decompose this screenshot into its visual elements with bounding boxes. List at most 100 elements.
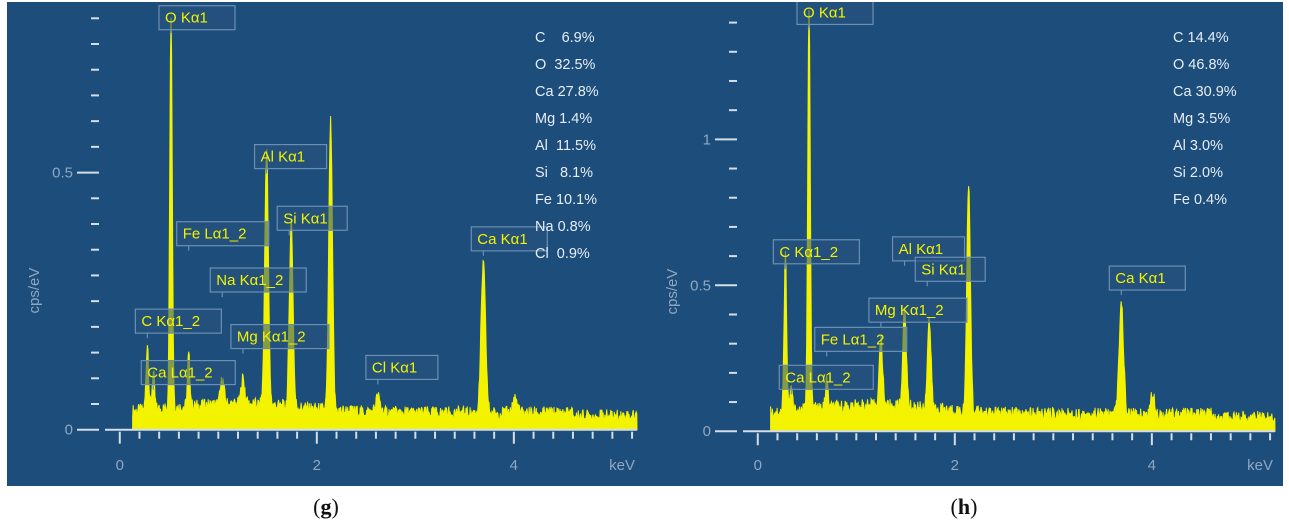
x-tick-label: 2 <box>951 457 959 474</box>
peak-label-text: O Kα1 <box>165 10 208 27</box>
y-tick-label: 0 <box>703 423 711 440</box>
spectrum-peak-8 <box>329 140 332 143</box>
peak-label-text: Mg Kα1_2 <box>875 302 944 319</box>
spectrum-panel-h: 0 2 4 keV 0 0.5 1 cps/eV O Kα1 C Kα1_2 Al Kα1 Si Kα… <box>645 2 1283 486</box>
caption-h-letter: h <box>957 494 971 519</box>
spectrum-peak-7 <box>290 243 293 246</box>
x-tick-label: 4 <box>510 457 518 474</box>
x-tick-label: 0 <box>754 457 762 474</box>
composition-entry: Si 2.0% <box>1173 165 1223 181</box>
x-tick-label: 2 <box>313 457 321 474</box>
spectrum-peak-1 <box>784 269 787 272</box>
peak-label-text: Al Kα1 <box>261 149 306 166</box>
y-tick-label: 0.5 <box>690 277 711 294</box>
peak-label-box <box>209 267 307 293</box>
composition-entry: Fe 0.4% <box>1173 192 1227 208</box>
spectrum-peak-2 <box>790 406 793 410</box>
peak-label-3: Si Kα1 <box>914 256 986 287</box>
peak-label-text: Ca Kα1 <box>477 231 527 248</box>
composition-entry: Fe 10.1% <box>535 192 597 208</box>
peak-label-8: Cl Kα1 <box>365 354 439 385</box>
spectrum-peak-4 <box>221 402 224 406</box>
y-axis-label: cps/eV <box>26 268 43 314</box>
peak-label-text: C Kα1_2 <box>141 313 200 330</box>
composition-entry: Mg 3.5% <box>1173 111 1230 127</box>
y-tick-label: 0 <box>65 422 73 439</box>
peak-label-box <box>772 239 860 265</box>
x-axis-label: keV <box>609 457 635 474</box>
spectrum-peak-7 <box>967 205 970 208</box>
peak-label-box <box>276 205 348 231</box>
peak-label-text: C Kα1_2 <box>779 244 838 261</box>
composition-entry: Na 0.8% <box>535 219 591 235</box>
spectrum-trace <box>770 9 1276 432</box>
composition-entry: C 14.4% <box>1173 30 1229 46</box>
peak-label-text: Fe Lα1_2 <box>183 226 247 243</box>
x-tick-label: 4 <box>1148 457 1156 474</box>
peak-label-text: Ca Kα1 <box>1115 270 1165 287</box>
peak-label-text: Ca Lα1_2 <box>785 369 850 386</box>
peak-label-text: Fe Lα1_2 <box>821 331 885 348</box>
spectrum-peak-11 <box>513 413 516 416</box>
peak-label-box <box>914 256 986 282</box>
peak-label-box <box>470 226 548 252</box>
spectrum-panel-g: 0 2 4 keV 0 0.5 cps/eV O Kα1 Al Kα1 Si Kα1 Fe Lα1_… <box>7 2 645 486</box>
spectrum-peak-2 <box>152 392 155 395</box>
peak-label-box <box>230 323 330 350</box>
x-tick-label: 0 <box>116 457 124 474</box>
spectrum-trace <box>132 17 638 431</box>
composition-entry: Si 8.1% <box>535 165 593 181</box>
peak-label-5: Fe Lα1_2 <box>814 326 908 357</box>
x-axis-label: keV <box>1247 457 1273 474</box>
peak-label-box <box>814 326 908 352</box>
peak-label-box <box>134 308 222 334</box>
peak-label-4: Mg Kα1_2 <box>868 297 968 328</box>
caption-g: (g) <box>313 494 339 519</box>
composition-entry: Al 11.5% <box>535 138 596 154</box>
peak-label-1: C Kα1_2 <box>772 239 860 269</box>
peak-label-box <box>140 359 236 386</box>
composition-entry: Mg 1.4% <box>535 111 592 127</box>
peak-label-text: Ca Lα1_2 <box>147 365 212 382</box>
spectrum-peak-10 <box>482 279 485 282</box>
peak-label-9: Ca Kα1 <box>470 226 548 256</box>
peak-label-text: Si Kα1 <box>283 210 328 227</box>
peak-label-5: C Kα1_2 <box>134 308 222 339</box>
peak-label-text: Na Kα1_2 <box>216 272 283 289</box>
peak-label-box <box>176 221 270 247</box>
composition-entry: O 46.8% <box>1173 57 1230 73</box>
peak-label-box <box>253 143 328 170</box>
peak-label-6: Ca Lα1_2 <box>778 364 874 395</box>
spectrum-peak-5 <box>241 402 245 406</box>
peak-label-0: O Kα1 <box>796 2 874 30</box>
y-tick-label: 0.5 <box>52 165 73 182</box>
spectrum-peak-9 <box>1151 409 1154 412</box>
spectrum-chart-h: 0 2 4 keV 0 0.5 1 cps/eV O Kα1 C Kα1_2 Al Kα1 Si Kα… <box>645 2 1283 486</box>
peak-label-text: Mg Kα1_2 <box>237 329 306 346</box>
peak-label-box <box>1108 265 1186 291</box>
peak-label-text: Al Kα1 <box>899 241 944 258</box>
y-tick-label: 1 <box>703 131 711 148</box>
composition-entry: C 6.9% <box>535 30 595 46</box>
peak-label-box <box>796 2 874 26</box>
peak-label-7: Ca Kα1 <box>1108 265 1186 296</box>
composition-entry: Cl 0.9% <box>535 246 590 262</box>
composition-entry: Ca 27.8% <box>535 84 599 100</box>
peak-label-box <box>868 297 968 323</box>
spectrum-peak-9 <box>376 413 380 416</box>
spectrum-peak-3 <box>825 400 828 404</box>
peak-label-box <box>778 364 874 390</box>
peak-label-3: Fe Lα1_2 <box>176 221 270 251</box>
peak-label-1: Al Kα1 <box>253 143 328 174</box>
peak-label-4: Na Kα1_2 <box>209 267 307 297</box>
peak-label-text: Si Kα1 <box>921 261 966 278</box>
spectrum-chart-g: 0 2 4 keV 0 0.5 cps/eV O Kα1 Al Kα1 Si Kα1 Fe Lα1_… <box>7 2 645 486</box>
spectrum-peak-4 <box>879 365 883 369</box>
peak-label-text: O Kα1 <box>803 4 846 21</box>
peak-label-6: Mg Kα1_2 <box>230 323 330 354</box>
peak-label-2: Si Kα1 <box>276 205 348 236</box>
peak-label-7: Ca Lα1_2 <box>140 359 236 390</box>
y-axis-label: cps/eV <box>664 269 681 315</box>
peak-label-box <box>158 5 236 31</box>
composition-entry: O 32.5% <box>535 57 596 73</box>
